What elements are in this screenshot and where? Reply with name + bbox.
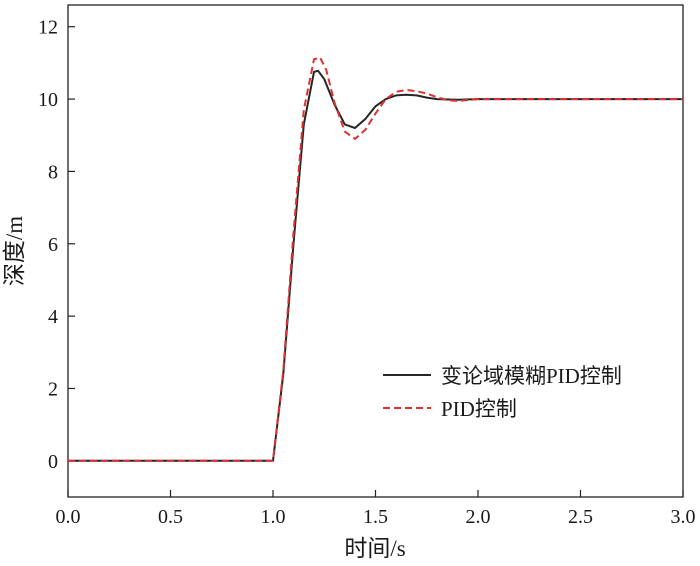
- x-tick-label: 2.0: [466, 506, 491, 528]
- y-tick-label: 2: [48, 378, 58, 400]
- x-axis: 0.0 0.5 1.0 1.5 2.0 2.5 3.0: [56, 490, 696, 528]
- y-tick-label: 12: [38, 17, 58, 39]
- legend-label-2: PID控制: [441, 397, 517, 421]
- x-tick-label: 3.0: [671, 506, 696, 528]
- x-axis-label: 时间/s: [344, 536, 405, 561]
- y-tick-label: 6: [48, 234, 58, 256]
- y-tick-label: 0: [48, 451, 58, 473]
- y-tick-label: 8: [48, 161, 58, 183]
- y-tick-label: 10: [38, 89, 58, 111]
- x-tick-label: 0.5: [158, 506, 183, 528]
- series-line-2: [68, 56, 683, 462]
- series-line-1: [68, 69, 683, 462]
- y-tick-label: 4: [48, 306, 58, 328]
- y-axis-label: 深度/m: [2, 216, 27, 286]
- series-layer: [68, 56, 683, 462]
- plot-frame: [67, 4, 684, 498]
- y-axis: 0 2 4 6 8 10 12: [38, 17, 75, 473]
- x-tick-label: 1.0: [261, 506, 286, 528]
- x-tick-label: 2.5: [568, 506, 593, 528]
- legend-label-1: 变论域模糊PID控制: [441, 364, 622, 388]
- x-tick-label: 1.5: [363, 506, 388, 528]
- legend: 变论域模糊PID控制 PID控制: [383, 364, 622, 421]
- x-tick-label: 0.0: [56, 506, 81, 528]
